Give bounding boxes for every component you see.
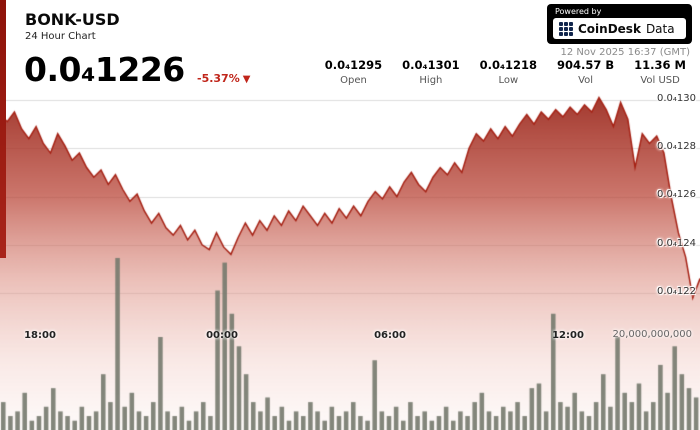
- logo-text-light: Data: [645, 21, 675, 36]
- stat-high-value: 0.0₄1301: [402, 58, 460, 72]
- stat-low: 0.0₄1218 Low: [480, 58, 537, 86]
- stat-low-label: Low: [498, 75, 519, 86]
- stat-high: 0.0₄1301 High: [402, 58, 459, 86]
- y-axis-label: 0.0₄124: [657, 238, 696, 249]
- volume-axis-label: 20,000,000,000: [612, 329, 692, 340]
- stat-high-label: High: [419, 75, 443, 86]
- logo-text-bold: CoinDesk: [578, 21, 641, 36]
- left-edge-accent: [0, 0, 6, 258]
- stat-vol-usd-value: 11.36 M: [634, 58, 686, 72]
- x-axis-label: 00:00: [206, 330, 238, 341]
- ohlc-stats-row: 0.0₄1295 Open 0.0₄1301 High 0.0₄1218 Low…: [325, 58, 686, 86]
- powered-by-label: Powered by: [555, 7, 602, 16]
- y-axis-label: 0.0₄126: [657, 189, 696, 200]
- coindesk-data-logo: CoinDesk Data: [553, 18, 686, 39]
- coindesk-logo-icon: [559, 21, 573, 36]
- stat-open-label: Open: [340, 75, 367, 86]
- price-change: -5.37% ▼: [197, 72, 250, 85]
- chart-subtitle: 24 Hour Chart: [25, 31, 96, 42]
- x-axis-label: 06:00: [374, 330, 406, 341]
- powered-by-badge[interactable]: Powered by CoinDesk Data: [547, 4, 692, 44]
- y-axis-label: 0.0₄130: [657, 93, 696, 104]
- stat-open: 0.0₄1295 Open: [325, 58, 382, 86]
- price-change-value: -5.37%: [197, 72, 240, 85]
- down-triangle-icon: ▼: [242, 74, 251, 85]
- stat-vol-usd-label: Vol USD: [640, 75, 680, 86]
- y-axis-label: 0.0₄122: [657, 286, 696, 297]
- stat-vol-usd: 11.36 M Vol USD: [634, 58, 686, 86]
- stat-vol-label: Vol: [578, 75, 594, 86]
- stat-vol-value: 904.57 B: [557, 58, 615, 72]
- x-axis-label: 12:00: [552, 330, 584, 341]
- instrument-symbol: BONK-USD: [25, 10, 120, 29]
- chart-timestamp: 12 Nov 2025 16:37 (GMT): [560, 47, 690, 58]
- current-price: 0.0₄1226: [24, 50, 185, 89]
- y-axis-label: 0.0₄128: [657, 141, 696, 152]
- stat-vol: 904.57 B Vol: [557, 58, 614, 86]
- stat-low-value: 0.0₄1218: [479, 58, 538, 72]
- x-axis-label: 18:00: [24, 330, 56, 341]
- stat-open-value: 0.0₄1295: [324, 58, 383, 72]
